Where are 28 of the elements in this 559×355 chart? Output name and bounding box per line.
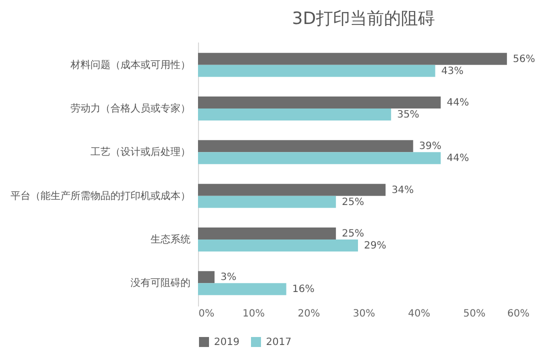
data-label: 3% xyxy=(220,272,236,284)
y-tick-label: 生态系统 xyxy=(150,233,190,246)
data-label: 43% xyxy=(441,66,464,77)
y-tick-label: 劳动力（合格人员或专家） xyxy=(70,102,190,115)
data-label: 16% xyxy=(292,284,314,296)
x-tick-label: 10% xyxy=(242,308,265,320)
x-tick-label: 30% xyxy=(352,308,376,320)
data-label: 25% xyxy=(342,196,364,208)
chart-title: 3D打印当前的阻碍 xyxy=(292,9,435,29)
data-label: 25% xyxy=(342,228,364,240)
legend-label: 2017 xyxy=(266,337,292,348)
x-tick-label: 20% xyxy=(298,308,320,320)
data-label: 29% xyxy=(364,240,386,252)
data-label: 34% xyxy=(392,184,414,196)
data-label: 44% xyxy=(446,153,469,164)
x-tick-label: 0% xyxy=(198,308,214,320)
y-tick-label: 平台（能生产所需物品的打印机或成本） xyxy=(10,190,190,202)
y-tick-label: 没有可阻碍的 xyxy=(130,277,190,290)
y-tick-label: 材料问题（成本或可用性） xyxy=(70,58,190,71)
data-label: 35% xyxy=(397,110,420,121)
data-label: 39% xyxy=(419,141,442,152)
data-label: 44% xyxy=(446,98,469,109)
y-tick-label: 工艺（设计或后处理） xyxy=(90,146,190,158)
legend-label: 2019 xyxy=(214,337,240,348)
x-tick-label: 50% xyxy=(463,308,486,320)
x-tick-label: 60% xyxy=(507,308,530,320)
data-label: 56% xyxy=(512,54,536,65)
x-tick-label: 40% xyxy=(408,308,430,320)
